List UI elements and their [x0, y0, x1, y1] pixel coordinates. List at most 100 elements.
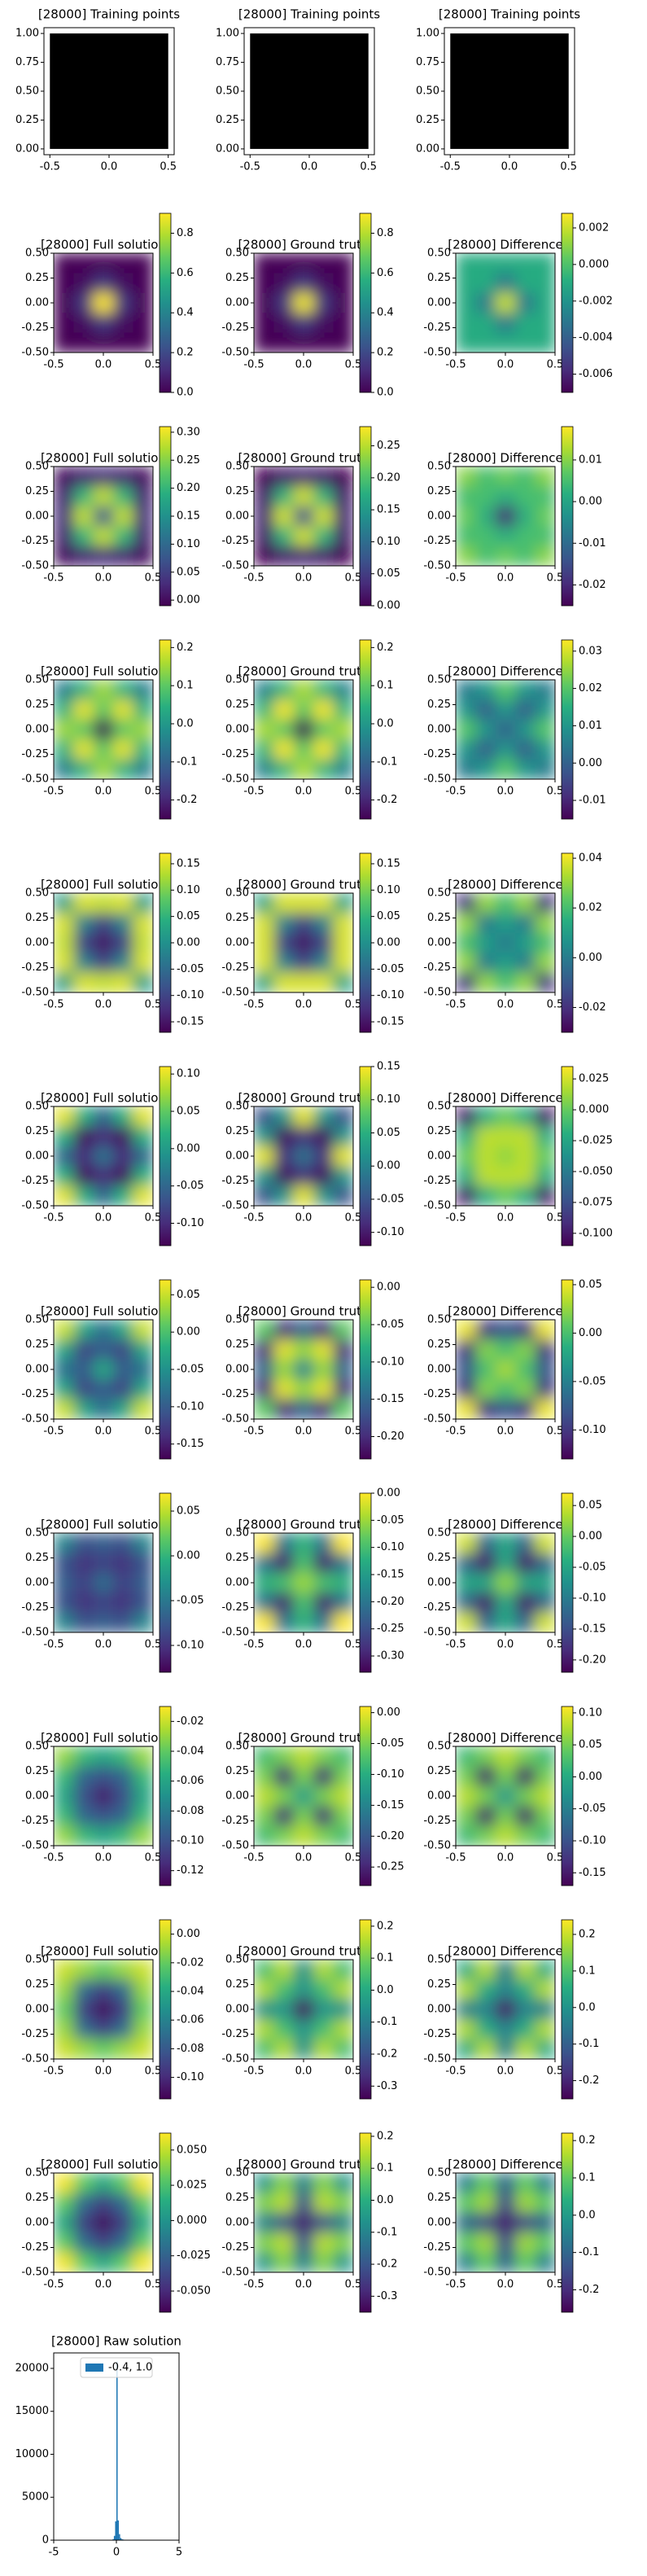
heatmap-cell [113, 313, 133, 333]
heatmap-cell [73, 1613, 94, 1633]
heatmap-image [456, 467, 556, 567]
heatmap-cell [294, 1106, 314, 1127]
heatmap-cell [536, 1320, 556, 1340]
y-tick-label: 0.50 [15, 85, 39, 98]
panel-title: [28000] Ground truth [238, 1944, 369, 1959]
heatmap-cell [113, 2039, 133, 2060]
colorbar-tick-label: 0.05 [177, 1289, 200, 1301]
heatmap-cell [475, 739, 496, 760]
heatmap-cell [73, 1339, 94, 1360]
heatmap-cell [273, 913, 294, 933]
heatmap-cell [133, 1826, 154, 1847]
heatmap-cell [294, 1146, 314, 1167]
heatmap-cell [294, 1592, 314, 1613]
heatmap-cell [334, 546, 354, 567]
colorbar-tick-label: 0.0 [377, 717, 394, 729]
y-tick-label: 0.00 [25, 510, 49, 523]
heatmap-cell [94, 1320, 114, 1340]
heatmap-cell [496, 2000, 516, 2020]
colorbar-tick-label: -0.1 [377, 2226, 397, 2238]
y-tick-label: 0.50 [225, 1314, 249, 1326]
heatmap-cell [515, 893, 536, 913]
heatmap-cell [94, 1553, 114, 1573]
heatmap-cell [334, 1826, 354, 1847]
y-tick-label: -0.25 [21, 748, 49, 760]
heatmap-cell [113, 467, 133, 487]
heatmap-cell [313, 1379, 334, 1400]
heatmap-cell [54, 1553, 74, 1573]
heatmap-cell [133, 1806, 154, 1826]
colorbar-tick-label: -0.01 [579, 795, 606, 807]
heatmap-cell [313, 1400, 334, 1420]
x-tick-label: 0.5 [145, 786, 162, 798]
y-tick-label: -0.25 [423, 2241, 451, 2254]
colorbar-tick-label: 0.6 [177, 267, 194, 279]
heatmap-cell [334, 1360, 354, 1380]
heatmap-image [254, 253, 354, 353]
colorbar-tick-label: -0.20 [377, 1596, 404, 1608]
heatmap-cell [334, 1573, 354, 1593]
colorbar-tick-label: -0.10 [177, 1400, 204, 1413]
heatmap-cell [515, 953, 536, 973]
colorbar-tick-label: 0.02 [579, 902, 602, 914]
heatmap-cell [536, 2213, 556, 2233]
heatmap-cell [54, 1320, 74, 1340]
heatmap-cell [254, 1613, 274, 1633]
heatmap-cell [54, 1146, 74, 1167]
y-tick-label: -0.50 [21, 347, 49, 359]
heatmap-cell [515, 526, 536, 546]
x-tick-label: 0.0 [95, 1426, 112, 1438]
y-tick-label: 0.50 [427, 1741, 451, 1753]
heatmap-cell [313, 486, 334, 506]
heatmap-cell [456, 1553, 476, 1573]
heatmap-cell [54, 313, 74, 333]
heatmap-cell [73, 1806, 94, 1826]
heatmap-cell [536, 933, 556, 953]
colorbar-tick-label: 0.02 [579, 682, 602, 694]
x-tick-label: 0.5 [345, 1426, 362, 1438]
heatmap-cell [73, 467, 94, 487]
heatmap-cell [94, 1613, 114, 1633]
panel-title: [28000] Ground truth [238, 1731, 369, 1746]
heatmap-cell [73, 1106, 94, 1127]
y-tick-label: -0.50 [21, 1413, 49, 1426]
heatmap-cell [133, 699, 154, 720]
colorbar-tick-label: 0.1 [377, 680, 394, 692]
heatmap-cell [313, 1106, 334, 1127]
heatmap-cell [313, 2019, 334, 2039]
colorbar-tick-label: -0.15 [177, 1438, 204, 1450]
heatmap-cell [113, 699, 133, 720]
y-tick-label: -0.25 [423, 535, 451, 547]
heatmap-cell [536, 720, 556, 740]
heatmap-cell [496, 1186, 516, 1207]
heatmap-cell [273, 2039, 294, 2060]
heatmap-cell [54, 913, 74, 933]
heatmap-cell [254, 467, 274, 487]
heatmap-cell [254, 1806, 274, 1826]
y-tick-label: -0.25 [221, 1815, 249, 1827]
heatmap-cell [273, 720, 294, 740]
heatmap-cell [113, 506, 133, 527]
colorbar-tick-label: -0.05 [377, 1514, 404, 1527]
colorbar [360, 853, 371, 1032]
heatmap-cell [73, 699, 94, 720]
x-tick-label: -0.5 [243, 999, 264, 1011]
colorbar [160, 640, 171, 819]
y-tick-label: -0.25 [221, 1175, 249, 1187]
colorbar-tick-label: -0.05 [377, 1193, 404, 1205]
heatmap-cell [456, 546, 476, 567]
heatmap-cell [475, 1126, 496, 1146]
heatmap-cell [294, 720, 314, 740]
heatmap-cell [475, 1533, 496, 1553]
heatmap-cell [54, 2039, 74, 2060]
colorbar-tick-label: -0.02 [579, 579, 606, 591]
heatmap-cell [133, 720, 154, 740]
heatmap-cell [313, 1613, 334, 1633]
colorbar-tick-label: -0.10 [579, 1424, 606, 1436]
heatmap-cell [456, 933, 476, 953]
heatmap-cell [273, 1786, 294, 1807]
y-tick-label: 0.75 [216, 56, 239, 68]
heatmap-cell [313, 2039, 334, 2060]
heatmap-cell [254, 2193, 274, 2213]
